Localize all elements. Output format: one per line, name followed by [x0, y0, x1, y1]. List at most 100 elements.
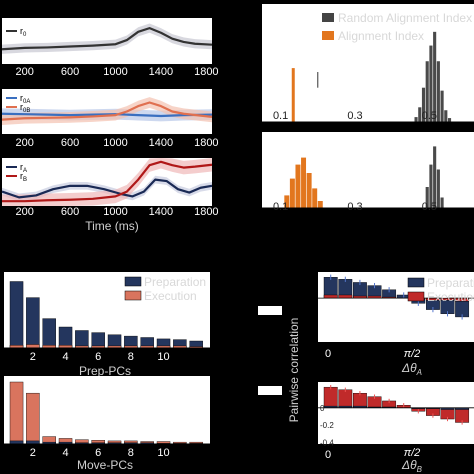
- x-tick-label: 1400: [149, 206, 173, 218]
- x-axis-ticks: 2 4 6 8 10: [30, 351, 170, 363]
- prep-pcs-panel: Preparation Execution 2 4 6 8 10 Prep-PCs: [4, 272, 210, 378]
- legend-label-random: Random Alignment Index: [338, 11, 472, 25]
- bars-layer: [318, 385, 474, 425]
- gray-hist-bar: [433, 146, 437, 208]
- line-r0: [1, 27, 213, 51]
- move-pcs-panel: 2 4 6 8 10 Move-PCs: [4, 376, 210, 472]
- line-r0A: [1, 112, 213, 118]
- x-tick-label: 1000: [103, 66, 127, 78]
- x-tick-label: 0.1: [273, 110, 288, 122]
- x-tick-label: 600: [61, 137, 79, 149]
- x-tick-label: 200: [16, 66, 34, 78]
- orange-hist-bar: [306, 173, 312, 208]
- gray-hist-bar: [425, 187, 429, 208]
- x-tick-label: 1400: [149, 137, 173, 149]
- hist-bar: [429, 45, 433, 123]
- x-tick-label: 200: [16, 137, 34, 149]
- orange-hist-bar: [289, 178, 295, 208]
- gray-hist-bar: [429, 164, 433, 208]
- bar-execution: [338, 389, 353, 409]
- x-tick-label: 4: [62, 351, 68, 363]
- x-tick-label: 4: [62, 447, 68, 459]
- legend-label-execution: Execution: [144, 289, 197, 303]
- legend-label-rB: rB: [20, 171, 27, 183]
- x-tick-label: 8: [128, 447, 134, 459]
- x-tick-label: 600: [61, 66, 79, 78]
- legend-swatch-preparation: [124, 276, 142, 287]
- bar-execution: [353, 392, 367, 409]
- x-tick-label: 1800: [194, 206, 218, 218]
- orange-hist-bar: [312, 188, 318, 208]
- x-tick-0: 0: [325, 449, 331, 461]
- x-axis-ticks: 200 600 1000 1400 1800: [16, 206, 219, 218]
- hist-bar: [425, 61, 429, 122]
- hist-bar: [447, 118, 452, 122]
- legend-label-alignment: Alignment Index: [338, 29, 424, 43]
- line-rB: [2, 160, 213, 203]
- legend-label-rA: rA: [20, 162, 27, 174]
- x-tick-label: 1000: [103, 137, 127, 149]
- lines-layer: [1, 27, 213, 51]
- alignment-index-bar: [291, 68, 295, 122]
- x-tick-label: 1800: [194, 137, 218, 149]
- gray-hist-bar: [436, 169, 440, 208]
- bars-layer: [262, 31, 474, 123]
- bands-layer: [2, 158, 212, 206]
- y-axis-label: Pairwise correlation: [287, 318, 301, 423]
- legend-label-r0B: r0B: [20, 102, 30, 114]
- hist-bar: [444, 110, 448, 122]
- x-tick-label: 0.3: [347, 110, 362, 122]
- x-tick-label: 8: [128, 351, 134, 363]
- r0-panel: r0 200 600 1000 1400 1800: [1, 18, 219, 78]
- x-tick-label: 6: [95, 351, 101, 363]
- x-tick-0: 0: [325, 348, 331, 360]
- x-axis-label: Move-PCs: [77, 458, 133, 472]
- x-axis-label: Time (ms): [85, 219, 139, 233]
- x-axis-ticks: 200 600 1000 1400 1800: [16, 137, 219, 149]
- x-axis-label: ΔθB: [401, 458, 423, 474]
- side-marker: [258, 386, 282, 395]
- x-axis-ticks: 2 4 6 8 10: [30, 447, 170, 459]
- y-axis-ticks: 0 -0.2 -0.4: [320, 404, 334, 447]
- side-marker: [258, 306, 282, 315]
- hist-bar: [433, 31, 437, 123]
- y-tick-label: -0.4: [320, 438, 334, 447]
- legend-label-preparation: Preparation: [427, 276, 474, 290]
- x-axis-ticks: 200 600 1000 1400 1800: [16, 66, 219, 78]
- hist-bar: [414, 117, 418, 122]
- bar-preparation: [42, 318, 56, 349]
- line-r0B: [1, 101, 213, 121]
- bar-execution: [9, 381, 24, 445]
- alignment-random-hist-top: Random Alignment Index Alignment Index: [262, 4, 474, 123]
- bar-preparation: [75, 330, 89, 349]
- x-tick-pi-half: π/2: [404, 447, 421, 459]
- x-tick-label: 200: [16, 206, 34, 218]
- rA-rB-panel: rA rB 200 600 1000 1400 1800 Time (ms): [1, 158, 219, 233]
- band-rB: [2, 158, 212, 206]
- bar-preparation: [26, 297, 40, 349]
- hist-bar: [436, 61, 440, 122]
- bar-execution: [26, 392, 40, 445]
- x-tick-label: 2: [30, 351, 36, 363]
- bars-layer: [318, 274, 474, 320]
- hist-bar: [418, 107, 422, 122]
- legend-label-r0A: r0A: [20, 93, 30, 105]
- legend-label-preparation: Preparation: [144, 275, 206, 289]
- bars-layer: [4, 381, 210, 445]
- pairwise-theta-a: Preparation Execution 0 π/2 ΔθA Pairwise…: [258, 272, 474, 422]
- x-tick-label: 6: [95, 447, 101, 459]
- x-tick-label: 2: [30, 447, 36, 459]
- x-tick-label: 600: [61, 206, 79, 218]
- x-axis-label: Prep-PCs: [79, 364, 131, 378]
- band-rA: [2, 175, 212, 202]
- legend-swatch-execution: [124, 290, 142, 301]
- x-tick-label: 1400: [149, 66, 173, 78]
- lines-layer: [1, 101, 213, 121]
- bars-layer: [262, 146, 474, 209]
- y-tick-label: 0: [320, 404, 325, 413]
- r0A-r0B-panel: r0A r0B 200 600 1000 1400 1800: [1, 89, 219, 149]
- orange-hist-bar: [295, 164, 301, 208]
- bar-preparation: [58, 326, 73, 349]
- legend-swatch-alignment: [322, 31, 334, 40]
